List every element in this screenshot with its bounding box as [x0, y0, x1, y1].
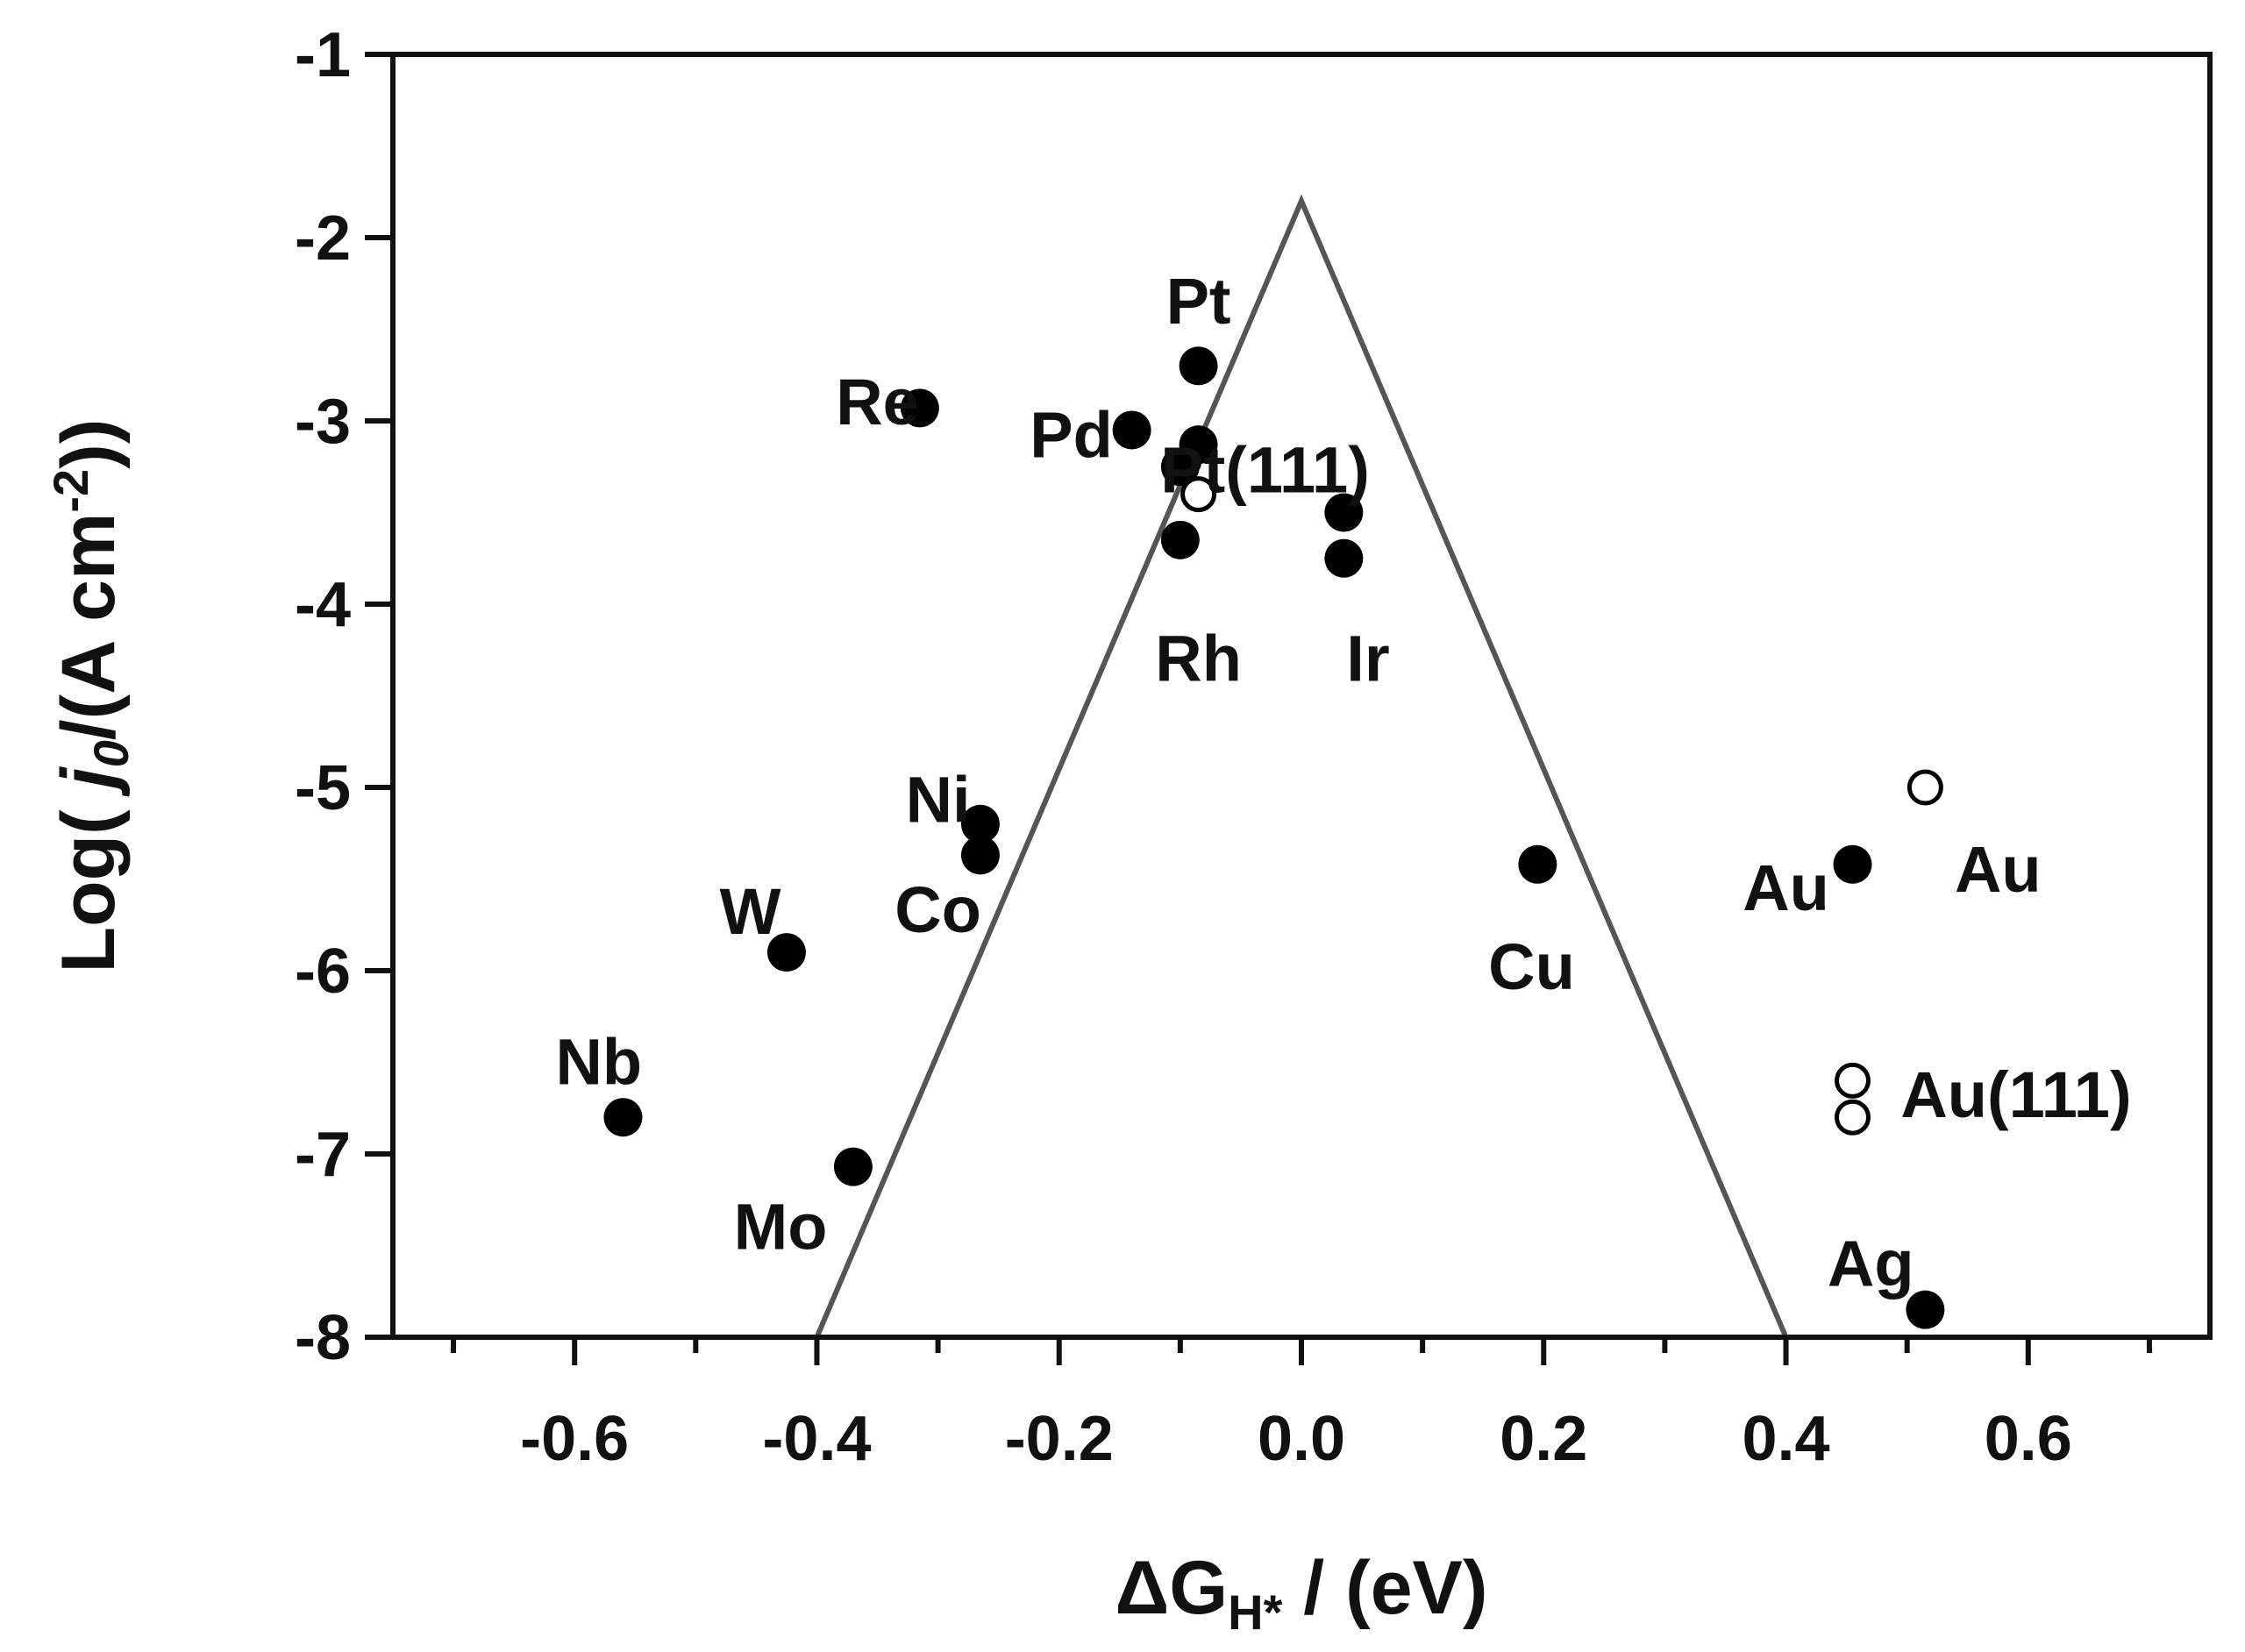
- tick-labels: -0.6 -0.4 -0.2 0.0 0.2 0.4 0.6 -1 -2 -3 -4 -5 -6 -7 -8: [295, 20, 2072, 1474]
- point-label: Rh: [1155, 623, 1242, 695]
- point-labels: Pt Re Pd Pt(111) Rh Ir Ni Co W Nb Mo Cu Au Au Au(111) A…: [555, 265, 2131, 1300]
- filled-data-point: [1324, 493, 1364, 532]
- open-data-point: [1180, 476, 1217, 513]
- filled-data-point: [1160, 520, 1200, 559]
- filled-data-point: [1906, 1290, 1945, 1329]
- point-label: Ag: [1828, 1227, 1914, 1300]
- filled-data-point: [900, 388, 939, 428]
- point-label: Pd: [1030, 399, 1113, 472]
- point-label: Ir: [1346, 623, 1389, 695]
- filled-data-point: [1324, 538, 1364, 578]
- y-axis-title-j-subscript: 0: [83, 740, 139, 767]
- y-tick-label: -8: [295, 1303, 351, 1373]
- x-tick-label: 0.6: [1985, 1404, 2072, 1474]
- filled-data-point: [960, 804, 1000, 844]
- volcano-line-group: [814, 194, 1789, 1339]
- x-tick-label: 0.2: [1500, 1404, 1587, 1474]
- y-tick-label: -6: [295, 936, 351, 1007]
- filled-data-point: [1179, 346, 1218, 386]
- y-tick-label: -5: [295, 753, 351, 823]
- y-tick-label: -1: [295, 20, 351, 90]
- open-data-point: [1835, 1062, 1871, 1099]
- point-label: Pt: [1166, 265, 1231, 338]
- point-label: W: [720, 875, 781, 948]
- filled-data-point: [1518, 844, 1557, 884]
- filled-data-point: [1160, 447, 1200, 487]
- open-data-point: [1906, 769, 1943, 806]
- y-axis-title: Log( j0/(A cm-2)): [43, 419, 139, 973]
- x-tick-label: 0.0: [1258, 1404, 1345, 1474]
- filled-data-point: [833, 1147, 873, 1186]
- open-data-point: [1835, 1099, 1871, 1136]
- point-label: Co: [894, 873, 981, 946]
- x-axis-title-subscript: H*: [1228, 1584, 1282, 1640]
- point-label: Au: [1743, 851, 1829, 924]
- y-tick-label: -2: [295, 203, 351, 274]
- x-tick-label: 0.4: [1742, 1404, 1829, 1474]
- point-label: Pt(111): [1160, 433, 1370, 506]
- filled-data-point: [603, 1098, 643, 1137]
- y-tick-label: -3: [295, 387, 351, 457]
- y-tick-label: -7: [295, 1120, 351, 1190]
- point-label: Ni: [906, 764, 971, 837]
- y-axis-title-exponent: -2: [43, 469, 98, 513]
- point-label: Au: [1955, 833, 2042, 906]
- data-points: [603, 346, 1945, 1329]
- filled-data-point: [960, 836, 1000, 875]
- x-axis-title-symbol: ΔG: [1115, 1546, 1228, 1630]
- point-label: Re: [836, 366, 919, 438]
- x-axis-title-unit: / (eV): [1282, 1546, 1487, 1630]
- point-label: Cu: [1488, 930, 1575, 1003]
- filled-data-point: [1112, 410, 1151, 450]
- x-axis-title: ΔGH* / (eV): [1115, 1546, 1487, 1640]
- filled-data-point: [1833, 844, 1872, 884]
- y-axis-title-prefix: Log(: [46, 788, 131, 972]
- point-label: Au(111): [1900, 1058, 2131, 1131]
- plot-frame: [390, 52, 2213, 1340]
- x-tick-label: -0.2: [1005, 1404, 1114, 1474]
- x-tick-label: -0.4: [762, 1404, 871, 1474]
- filled-data-point: [766, 933, 806, 972]
- point-label: Mo: [734, 1191, 828, 1264]
- y-tick-label: -4: [295, 570, 351, 640]
- y-axis-title-middle: /(A cm: [46, 513, 131, 741]
- point-label: Nb: [555, 1026, 642, 1099]
- x-tick-label: -0.6: [520, 1404, 629, 1474]
- volcano-line: [814, 194, 1789, 1339]
- y-axis-title-suffix: )): [46, 419, 131, 469]
